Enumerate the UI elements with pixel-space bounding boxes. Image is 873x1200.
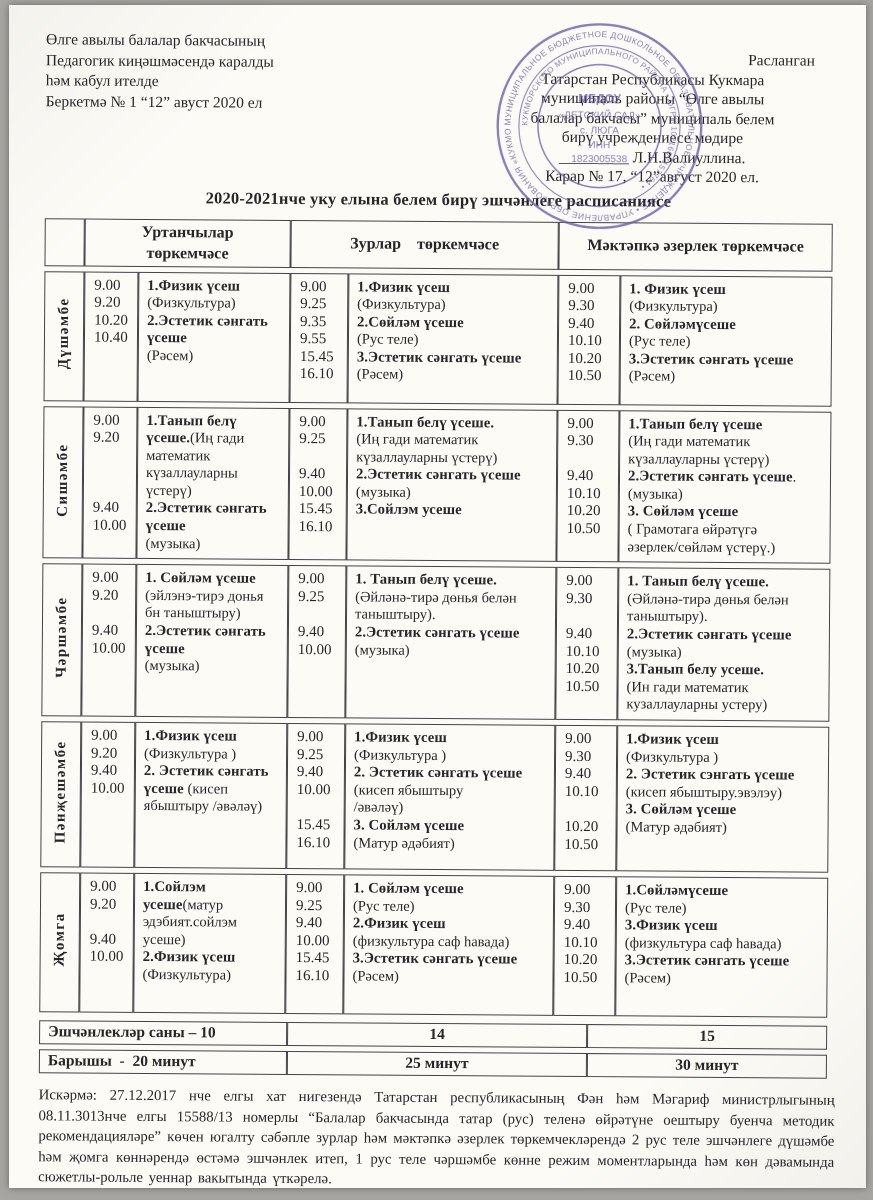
time-list: 9.00 9.30 9.40 10.10 10.20 10.50	[554, 724, 618, 872]
summary-count-preschool: 15	[587, 1024, 828, 1050]
schedule-row-thursday: Пәнҗешәмбе 9.00 9.20 9.40 10.00 1.Физик …	[40, 721, 830, 873]
table-corner-cell	[44, 217, 85, 267]
activity-list: 1.Танып белү үсеше (Иң гади математик кү…	[618, 409, 832, 564]
schedule-header-row: Уртанчылар төркемчәсе Зурлар төркемчәсе …	[44, 217, 833, 272]
header-preschool-group: Мәктәпкә әзерлек төркемчәсе	[558, 221, 833, 272]
summary-duration-senior: 25 минут	[286, 1050, 587, 1078]
approval-line: Педагогик киңәшмәсендә каралды	[45, 51, 274, 71]
day-label-monday: Дүшәмбе	[43, 270, 85, 402]
activity-list: 1. Сөйләм үсеше (Рус теле) 2.Физик үсеш …	[343, 874, 555, 1016]
page-title: 2020-2021нче уку елына белем бирү эшчәнл…	[205, 187, 672, 211]
approval-line: Беркетмә № 1 “12” авуст 2020 ел	[45, 92, 263, 112]
time-list: 9.00 9.30 9.40 10.10 10.20 10.50	[553, 875, 617, 1017]
time-list: 9.00 9.25 9.40 10.00 15.45 16.10	[286, 722, 346, 870]
confirmation-line: бирү учреждениесе мөдире	[561, 128, 744, 148]
time-list: 9.00 9.25 9.40 10.00 15.45 16.10	[285, 873, 345, 1015]
summary-duration-label: Барышы - 20 минут	[38, 1049, 287, 1075]
schedule-row-friday: Җомга 9.00 9.20 9.40 10.00 1.Сойлэм усеш…	[39, 872, 829, 1018]
confirmation-line: Карар № 17, “12”август 2020 ел.	[545, 167, 759, 187]
header-middle-group: Уртанчылар төркемчәсе	[84, 218, 291, 268]
time-list: 9.00 9.20 9.40 10.00	[82, 406, 138, 560]
time-list: 9.00 9.20 9.40 10.00	[81, 563, 137, 717]
activity-list: 1.Сойлэм усеше(матур эдэбият.сойлэм усеш…	[133, 872, 287, 1014]
time-list: 9.00 9.30 9.40 10.10 10.20 10.50	[557, 274, 621, 405]
confirmation-note: Расланган Татарстан Республикасы Кукмара…	[462, 25, 843, 188]
day-label-wednesday: Чәршәмбе	[41, 563, 83, 717]
footnote: Искәрмә: 27.12.2017 нче елгы хат нигезен…	[38, 1087, 835, 1188]
activity-list: 1.Физик үсеш (Физкультура ) 2. Эстетик с…	[344, 723, 556, 871]
approval-line: һәм кабул ителде	[45, 72, 159, 91]
time-list: 9.00 9.20 9.40 10.00	[80, 721, 136, 868]
activity-list: 1. Сөйләм үсеше (эйлэнэ-тирэ донья бн та…	[135, 564, 289, 718]
summary-count-senior: 14	[287, 1021, 588, 1049]
document-header: Өлге авылы балалар бакчасының Педагогик …	[45, 19, 843, 230]
confirmation-line: Татарстан Республикасы Кукмара	[541, 70, 765, 89]
schedule-table: Уртанчылар төркемчәсе Зурлар төркемчәсе …	[39, 213, 833, 1023]
day-label-tuesday: Сишәмбе	[42, 405, 84, 559]
summary-table: Эшчәнлекләр саны – 10 14 15 Барышы - 20 …	[38, 1015, 828, 1083]
activity-list: 1.Физик үсеш (Физкультура) 2.Сөйләм үсеш…	[347, 272, 559, 405]
schedule-row-tuesday: Сишәмбе 9.00 9.20 9.40 10.00 1.Танып бел…	[42, 405, 832, 564]
approval-note: Өлге авылы балалар бакчасының Педагогик …	[45, 22, 274, 184]
time-list: 9.00 9.25 9.40 10.00	[287, 565, 347, 719]
day-label-thursday: Пәнҗешәмбе	[40, 721, 82, 868]
confirmation-line: муниципаль районы “Өлге авылы	[540, 89, 765, 109]
time-list: 9.00 9.25 9.35 9.55 15.45 16.10	[289, 272, 349, 403]
signature-line: _________ Л.Н.Валиуллина.	[558, 148, 746, 167]
approval-line: Өлге авылы балалар бакчасының	[45, 31, 266, 50]
activity-list: 1.Танып белү үсеше. (Иң гади математик к…	[346, 407, 558, 563]
confirmation-line: балалар бакчасы” муниципаль белем	[530, 109, 775, 128]
activity-list: 1.Физик үсеш (Физкультура ) 2. Эстетик с…	[616, 725, 830, 873]
activity-list: 1.Сөйләмүсеше (Рус теле) 3.Физик үсеш (ф…	[615, 876, 829, 1018]
time-list: 9.00 9.30 9.40 10.10 10.20 10.50	[555, 567, 619, 721]
time-list: 9.00 9.25 9.40 10.00 15.45 16.10	[288, 407, 348, 561]
activity-list: 1.Физик үсеш (Физкультура) 2.Эстетик сән…	[137, 271, 291, 403]
time-list: 9.00 9.20 10.20 10.40	[83, 271, 139, 402]
activity-list: 1.Танып белү үсеше.(Иң гади математик кү…	[136, 406, 290, 561]
activity-list: 1. Физик үсеш (Физкультура) 2. Сөйләмүсе…	[619, 274, 833, 407]
schedule-row-monday: Дүшәмбе 9.00 9.20 10.20 10.40 1.Физик үс…	[43, 270, 833, 407]
summary-duration-preschool: 30 минут	[586, 1053, 827, 1079]
activity-list: 1.Физик үсеш (Физкультура ) 2. Эстетик с…	[134, 721, 288, 869]
activity-list: 1. Танып белү үсеше. (Әйләнә-тирә дөнья …	[617, 567, 831, 722]
schedule-row-wednesday: Чәршәмбе 9.00 9.20 9.40 10.00 1. Сөйләм …	[41, 563, 831, 722]
summary-count-label: Эшчәнлекләр саны – 10	[39, 1020, 288, 1046]
day-label-friday: Җомга	[39, 872, 81, 1013]
document-content: Өлге авылы балалар бакчасының Педагогик …	[4, 2, 869, 1191]
confirmation-line: Расланган	[748, 52, 815, 70]
summary-duration-row: Барышы - 20 минут 25 минут 30 минут	[38, 1049, 827, 1079]
summary-count-row: Эшчәнлекләр саны – 10 14 15	[39, 1020, 828, 1050]
activity-list: 1. Танып белү үсеше. (Әйләнә-тирә дөнья …	[345, 565, 557, 720]
time-list: 9.00 9.30 9.40 10.10 10.20 10.50	[556, 409, 620, 563]
scanned-paper: Өлге авылы балалар бакчасының Педагогик …	[9, 5, 866, 1188]
time-list: 9.00 9.20 9.40 10.00	[79, 872, 135, 1013]
header-senior-group: Зурлар төркемчәсе	[290, 219, 559, 270]
